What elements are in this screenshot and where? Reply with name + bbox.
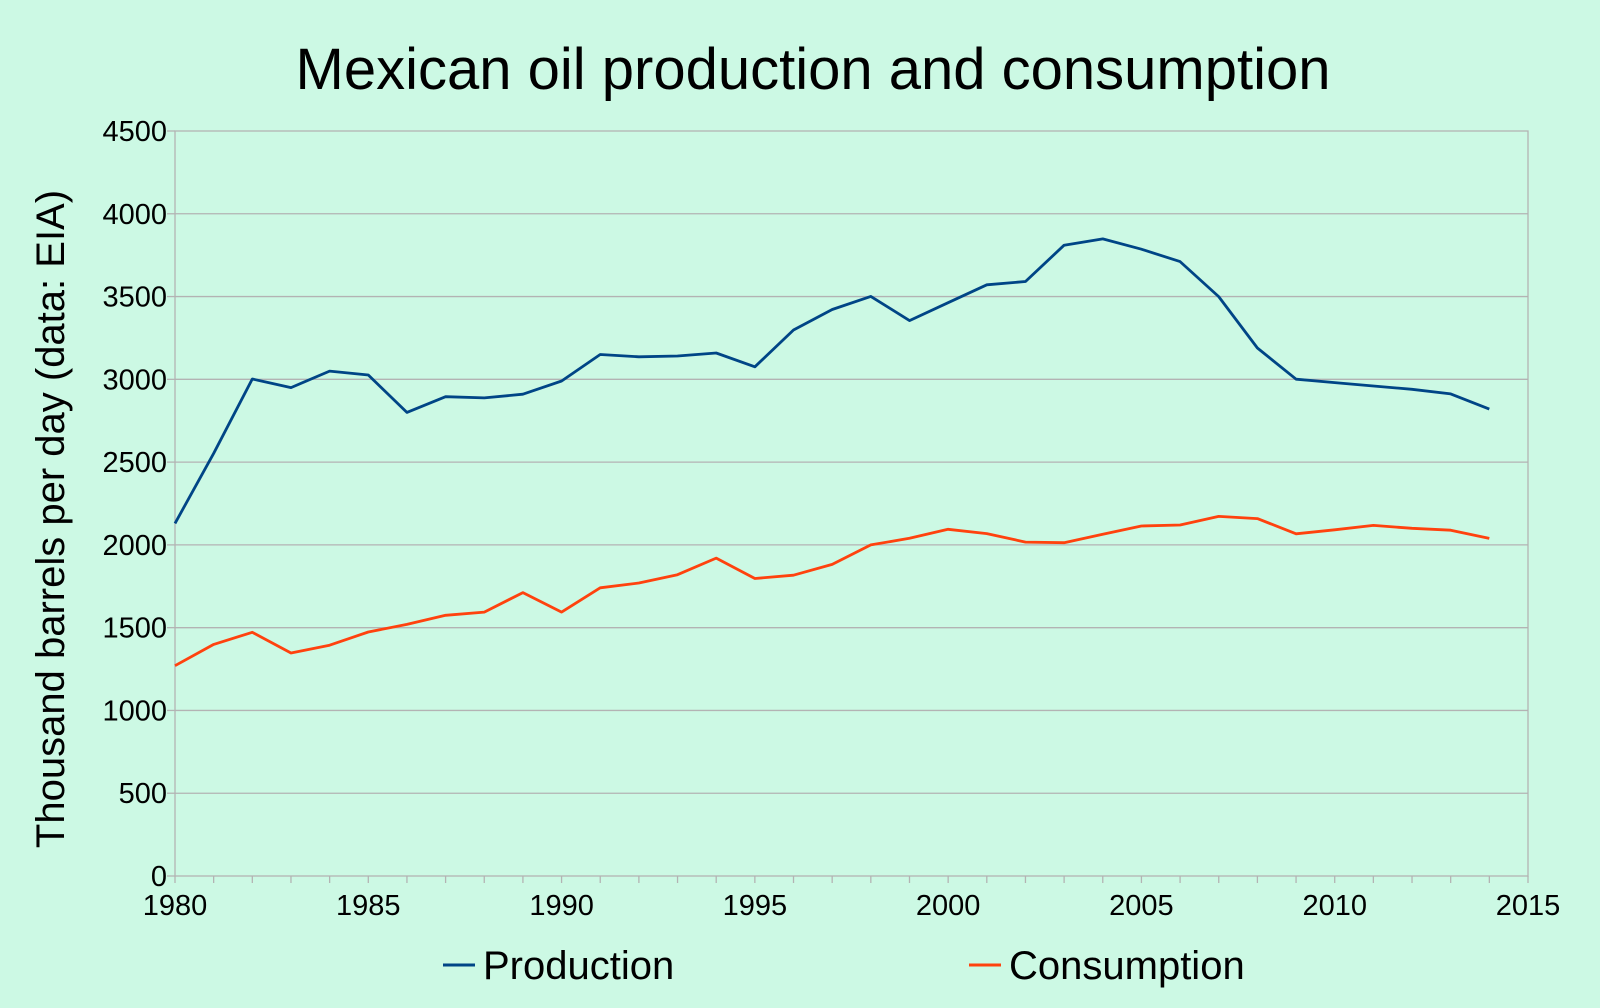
consumption-line — [174, 515, 1490, 667]
y-axis-label: Thousand barrels per day (data: EIA) — [29, 190, 73, 848]
x-tick-label: 1995 — [723, 890, 788, 922]
legend-label-consumption: Consumption — [1009, 944, 1245, 988]
y-tick-label: 1500 — [102, 613, 167, 645]
gridlines — [175, 213, 1528, 794]
x-tick-label: 2000 — [916, 890, 981, 922]
legend-label-production: Production — [483, 944, 674, 988]
y-tick-label: 500 — [119, 778, 167, 810]
plot-area — [174, 130, 1529, 877]
y-tick-label: 4000 — [102, 199, 167, 231]
y-tick-label: 2000 — [102, 530, 167, 562]
x-tick-label: 1990 — [529, 890, 594, 922]
legend: Production Consumption — [443, 944, 1245, 988]
series-lines — [173, 237, 1490, 667]
chart-title: Mexican oil production and consumption — [296, 37, 1331, 102]
x-tick-label: 1980 — [143, 890, 208, 922]
y-tick-label: 1000 — [102, 695, 167, 727]
x-tick-label: 2015 — [1496, 890, 1561, 922]
axis-ticks: 0 500 1000 1500 2000 2500 3000 3500 4000 4500 1980… — [102, 116, 1560, 922]
x-tick-label: 1985 — [336, 890, 401, 922]
y-tick-label: 2500 — [102, 447, 167, 479]
x-tick-label: 2005 — [1109, 890, 1174, 922]
y-tick-label: 0 — [151, 861, 167, 893]
y-tick-label: 4500 — [102, 116, 167, 148]
x-tick-label: 2010 — [1302, 890, 1367, 922]
production-line — [173, 237, 1490, 525]
y-tick-label: 3000 — [102, 364, 167, 396]
y-tick-label: 3500 — [102, 282, 167, 314]
